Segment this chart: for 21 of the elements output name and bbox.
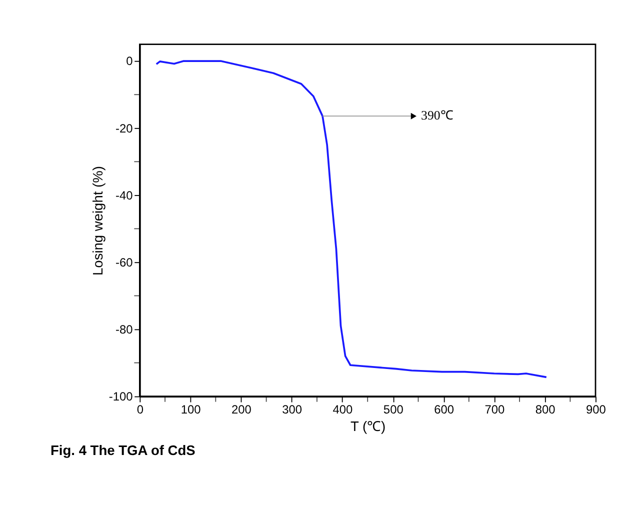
y-tick-label: -20	[116, 121, 134, 136]
text: Fig. 4 The TGA of CdS	[50, 443, 196, 458]
x-tick-label: 400	[332, 402, 354, 416]
y-axis-title: Losing weight (%)	[90, 166, 106, 276]
x-tick-label: 500	[383, 402, 404, 416]
x-tick-label: 800	[535, 402, 556, 416]
x-tick-label: 900	[586, 402, 606, 416]
line-series	[155, 60, 548, 378]
x-tick-label: 0	[136, 402, 144, 416]
x-tick-label: 100	[180, 402, 202, 416]
y-tick-label: 0	[126, 54, 134, 68]
x-tick-label: 700	[484, 402, 505, 416]
y-tick-label: -60	[116, 255, 134, 270]
x-tick-label: 200	[231, 402, 252, 416]
x-tick-label: 300	[282, 402, 302, 416]
y-tick-label: -40	[116, 188, 134, 202]
y-tick-label: -100	[108, 389, 134, 404]
x-axis-title: T (℃)	[350, 418, 386, 434]
x-tick-label: 600	[434, 402, 454, 416]
annotation: 390℃	[421, 108, 454, 123]
y-tick-label: -80	[116, 322, 134, 336]
